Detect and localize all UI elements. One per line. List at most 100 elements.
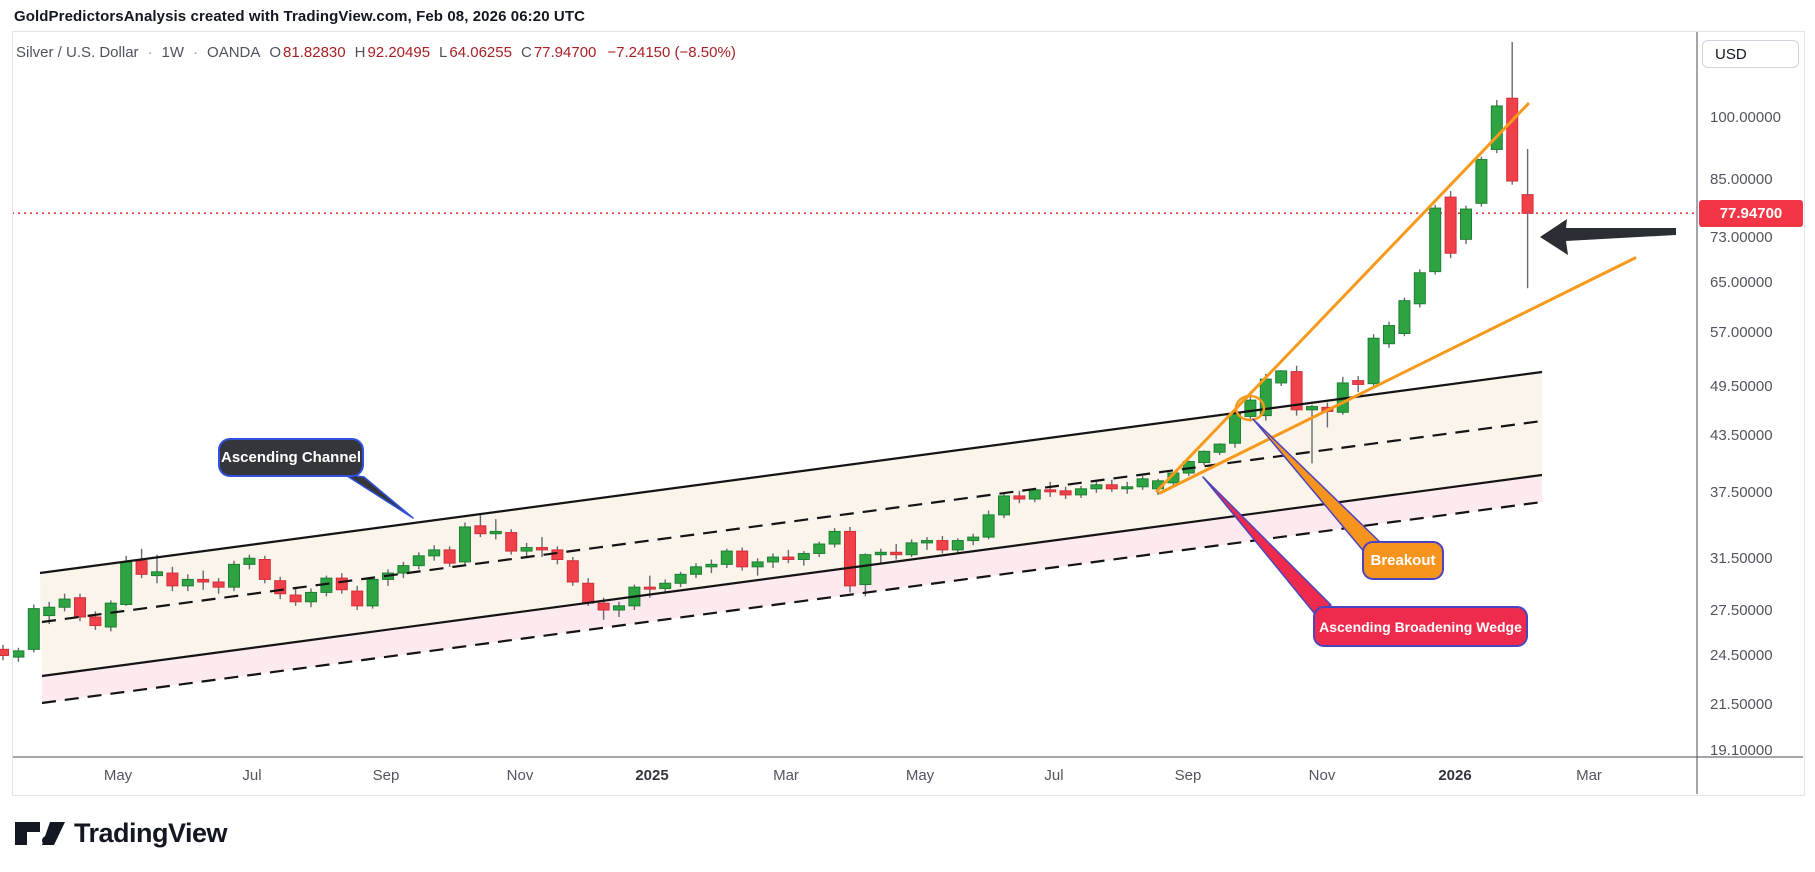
low-value: L 64.06255 <box>439 44 512 61</box>
left-arrow-marker <box>1540 219 1676 255</box>
candle-body <box>305 591 317 603</box>
candle-body <box>921 540 933 544</box>
price-axis-label: 31.50000 <box>1710 550 1773 568</box>
time-axis-label: Jul <box>1044 767 1064 784</box>
time-axis-label: Nov <box>506 767 534 784</box>
price-axis-label: 24.50000 <box>1710 646 1773 664</box>
price-axis-label: 49.50000 <box>1710 377 1773 395</box>
legend-separator: · <box>147 44 153 61</box>
candle-body <box>982 514 995 538</box>
candle-body <box>690 566 702 575</box>
candle-body <box>597 602 610 611</box>
candle-body <box>1367 337 1380 385</box>
last-price-badge: 77.94700 <box>1699 199 1803 227</box>
candle-body <box>443 549 456 564</box>
tradingview-logo[interactable]: TradingView <box>14 818 228 849</box>
price-axis-label: 27.50000 <box>1710 602 1773 620</box>
candle-body <box>212 581 225 588</box>
candle-body <box>1460 208 1472 240</box>
candle-body <box>274 580 287 595</box>
channel-callout-tail <box>343 473 414 519</box>
time-axis-label: Jul <box>242 767 262 784</box>
channel-fill-upper <box>40 372 1542 676</box>
candle-body <box>1044 489 1057 493</box>
price-axis-label: 65.00000 <box>1710 273 1773 291</box>
candle-body <box>1059 490 1072 496</box>
candle-body <box>27 608 40 650</box>
candle-body <box>890 551 903 556</box>
candle-body <box>951 540 964 551</box>
candle-body <box>43 606 56 617</box>
candle-body <box>782 556 795 560</box>
candle-body <box>1521 194 1534 214</box>
ascending-channel-label[interactable]: Ascending Channel <box>218 438 364 477</box>
candle-body <box>1429 207 1442 273</box>
candle-body <box>1290 371 1303 411</box>
candle-body <box>1383 325 1395 345</box>
time-axis-label: 2025 <box>635 767 669 784</box>
candle-body <box>1413 272 1426 305</box>
page-title: GoldPredictorsAnalysis created with Trad… <box>14 8 586 25</box>
candle-body <box>643 586 656 590</box>
channel-line-solid <box>41 473 1543 678</box>
candle-body <box>0 648 9 657</box>
time-axis-label: Sep <box>1174 767 1202 784</box>
currency-unit-button[interactable]: USD <box>1702 40 1799 68</box>
price-axis-label: 43.50000 <box>1710 427 1773 445</box>
time-axis-label: Mar <box>773 767 799 784</box>
candle-body <box>566 560 579 583</box>
candle-body <box>720 550 733 565</box>
breakout-label[interactable]: Breakout <box>1362 541 1444 580</box>
change-value: −7.24150 (−8.50%) <box>607 44 736 61</box>
open-value: O 81.82830 <box>269 44 346 61</box>
wedge-lower-line <box>1158 256 1637 495</box>
candle-body <box>397 565 410 574</box>
candle-body <box>1506 97 1519 182</box>
candle-body <box>751 561 764 568</box>
exchange-label: OANDA <box>207 44 261 61</box>
candle-body <box>1028 489 1041 500</box>
symbol-legend[interactable]: Silver / U.S. Dollar · 1W · OANDA O 81.82… <box>16 44 736 61</box>
candle-body <box>659 582 672 589</box>
time-axis-label: Nov <box>1308 767 1336 784</box>
candle-body <box>967 536 980 542</box>
candle-body <box>828 530 841 545</box>
candle-body <box>1398 300 1411 335</box>
symbol-name[interactable]: Silver / U.S. Dollar <box>16 44 139 61</box>
close-value: C 77.94700 <box>520 44 597 61</box>
candle-body <box>12 650 25 658</box>
price-axis-label: 21.50000 <box>1710 696 1773 714</box>
candle-body <box>582 582 595 604</box>
candle-body <box>135 560 148 575</box>
candle-body <box>58 598 71 608</box>
candle-body <box>767 556 779 563</box>
candle-body <box>1105 484 1118 490</box>
interval-label[interactable]: 1W <box>161 44 185 61</box>
candle-body <box>89 616 102 627</box>
candle-body <box>166 572 179 587</box>
candle-body <box>1475 159 1488 204</box>
time-axis-label: Mar <box>1576 767 1602 784</box>
price-axis-label: 57.00000 <box>1710 323 1773 341</box>
candle-body <box>474 525 487 535</box>
candle-body <box>797 552 810 560</box>
tradingview-logo-icon <box>15 821 65 845</box>
time-axis-label: May <box>103 767 133 784</box>
candle-body <box>1136 478 1149 488</box>
candle-body <box>243 557 256 565</box>
candle-body <box>1275 370 1288 384</box>
legend-separator: · <box>193 44 199 61</box>
candle-body <box>151 571 163 577</box>
ascending-broadening-wedge-label[interactable]: Ascending Broadening Wedge <box>1313 606 1528 647</box>
wedge-upper-line <box>1155 102 1530 493</box>
candle-body <box>289 594 302 603</box>
candle-body <box>520 547 533 552</box>
candle-body <box>613 605 625 611</box>
candle-body <box>258 558 271 580</box>
candle-body <box>905 542 918 556</box>
time-axis-label: Sep <box>372 767 400 784</box>
candle-body <box>536 547 548 551</box>
candle-body <box>228 563 240 588</box>
